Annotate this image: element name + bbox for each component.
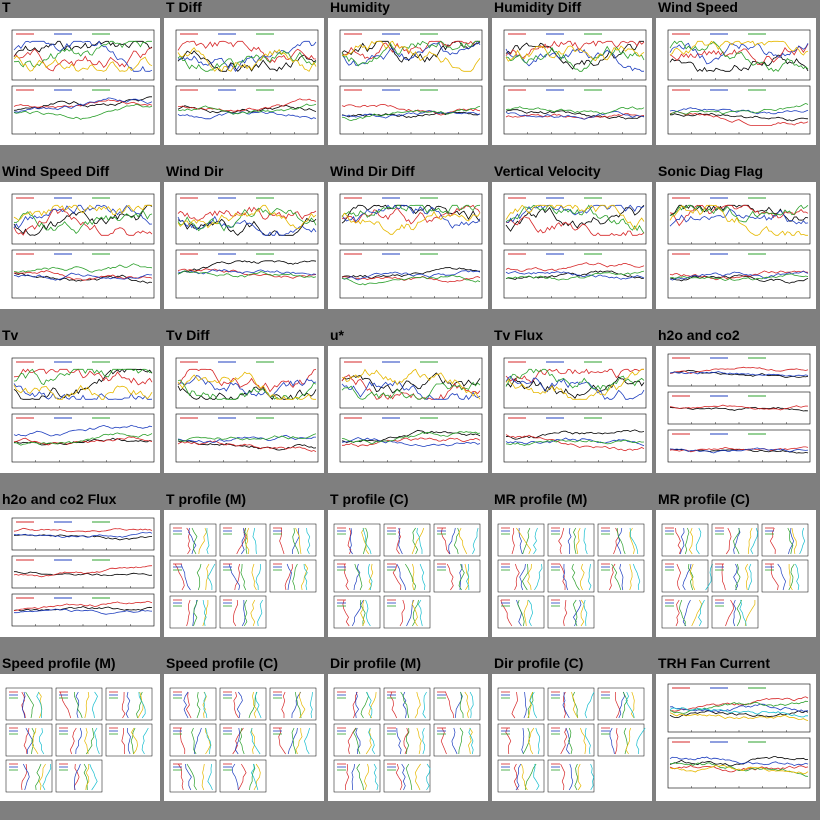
plot-thumbnail[interactable] (328, 18, 488, 145)
plot-tile[interactable]: Humidity Diff (492, 0, 655, 163)
tile-title[interactable]: Wind Speed (658, 0, 738, 15)
plot-thumbnail[interactable] (0, 346, 160, 473)
tile-title[interactable]: Wind Dir Diff (330, 163, 415, 179)
plot-tile[interactable]: T Diff (164, 0, 327, 163)
plot-tile[interactable]: Tv Flux (492, 327, 655, 491)
tile-title[interactable]: Dir profile (M) (330, 655, 421, 671)
plot-tile[interactable]: h2o and co2 (656, 327, 819, 491)
plot-thumbnail[interactable] (164, 18, 324, 145)
plot-tile[interactable]: Dir profile (M) (328, 655, 491, 819)
plot-tile[interactable]: u* (328, 327, 491, 491)
plot-thumbnail[interactable] (164, 674, 324, 801)
plot-thumbnail[interactable] (656, 346, 816, 473)
tile-title[interactable]: T (2, 0, 11, 15)
plot-tile[interactable]: Vertical Velocity (492, 163, 655, 327)
plot-tile[interactable]: MR profile (C) (656, 491, 819, 655)
plot-thumbnail[interactable] (0, 18, 160, 145)
tile-title[interactable]: Sonic Diag Flag (658, 163, 764, 179)
tile-title[interactable]: Speed profile (M) (2, 655, 116, 671)
plot-thumbnail[interactable] (328, 510, 488, 637)
plot-thumbnail[interactable] (164, 510, 324, 637)
tile-title[interactable]: Humidity Diff (494, 0, 582, 15)
plot-tile[interactable]: Dir profile (C) (492, 655, 655, 819)
plot-thumbnail[interactable] (656, 182, 816, 309)
plot-thumbnail[interactable] (492, 510, 652, 637)
tile-title[interactable]: Humidity (330, 0, 390, 15)
plot-thumbnail[interactable] (164, 182, 324, 309)
plot-thumbnail[interactable] (492, 346, 652, 473)
plot-thumbnail[interactable] (656, 674, 816, 801)
tile-title[interactable]: T profile (M) (166, 491, 247, 507)
tile-title[interactable]: TRH Fan Current (658, 655, 770, 671)
plot-tile[interactable]: T profile (C) (328, 491, 491, 655)
tile-title[interactable]: T profile (C) (330, 491, 409, 507)
tile-title[interactable]: T Diff (166, 0, 202, 15)
plot-tile[interactable]: T profile (M) (164, 491, 327, 655)
plot-tile[interactable]: Sonic Diag Flag (656, 163, 819, 327)
plot-thumbnail[interactable] (0, 510, 160, 637)
tile-title[interactable]: u* (330, 327, 344, 343)
tile-title[interactable]: Tv Diff (166, 327, 210, 343)
plot-thumbnail[interactable] (492, 18, 652, 145)
tile-title[interactable]: h2o and co2 Flux (2, 491, 117, 507)
plot-thumbnail[interactable] (492, 182, 652, 309)
plot-tile[interactable]: Wind Dir (164, 163, 327, 327)
plot-tile[interactable]: Speed profile (C) (164, 655, 327, 819)
plot-tile[interactable]: Wind Speed Diff (0, 163, 163, 327)
tile-title[interactable]: Wind Speed Diff (2, 163, 110, 179)
tile-title[interactable]: Wind Dir (166, 163, 224, 179)
plot-tile[interactable]: h2o and co2 Flux (0, 491, 163, 655)
plot-tile[interactable]: MR profile (M) (492, 491, 655, 655)
plot-thumbnail[interactable] (0, 182, 160, 309)
tile-title[interactable]: h2o and co2 (658, 327, 740, 343)
plot-tile[interactable]: Tv (0, 327, 163, 491)
plot-tile[interactable]: Wind Dir Diff (328, 163, 491, 327)
plot-thumbnail[interactable] (656, 18, 816, 145)
tile-title[interactable]: Tv Flux (494, 327, 544, 343)
plot-thumbnail[interactable] (0, 674, 160, 801)
tile-title[interactable]: MR profile (C) (658, 491, 750, 507)
plot-thumbnail[interactable] (492, 674, 652, 801)
plot-tile[interactable]: Tv Diff (164, 327, 327, 491)
tile-title[interactable]: Dir profile (C) (494, 655, 584, 671)
plot-tile[interactable]: TRH Fan Current (656, 655, 819, 819)
tile-title[interactable]: MR profile (M) (494, 491, 588, 507)
plot-tile[interactable]: Speed profile (M) (0, 655, 163, 819)
plot-tile[interactable]: T (0, 0, 163, 163)
plot-thumbnail[interactable] (328, 674, 488, 801)
plot-tile[interactable]: Wind Speed (656, 0, 819, 163)
plot-thumbnail[interactable] (328, 346, 488, 473)
plot-thumbnail[interactable] (164, 346, 324, 473)
tile-title[interactable]: Tv (2, 327, 19, 343)
plot-thumbnail[interactable] (656, 510, 816, 637)
tile-title[interactable]: Vertical Velocity (494, 163, 601, 179)
plot-tile[interactable]: Humidity (328, 0, 491, 163)
tile-title[interactable]: Speed profile (C) (166, 655, 279, 671)
plot-thumbnail[interactable] (328, 182, 488, 309)
